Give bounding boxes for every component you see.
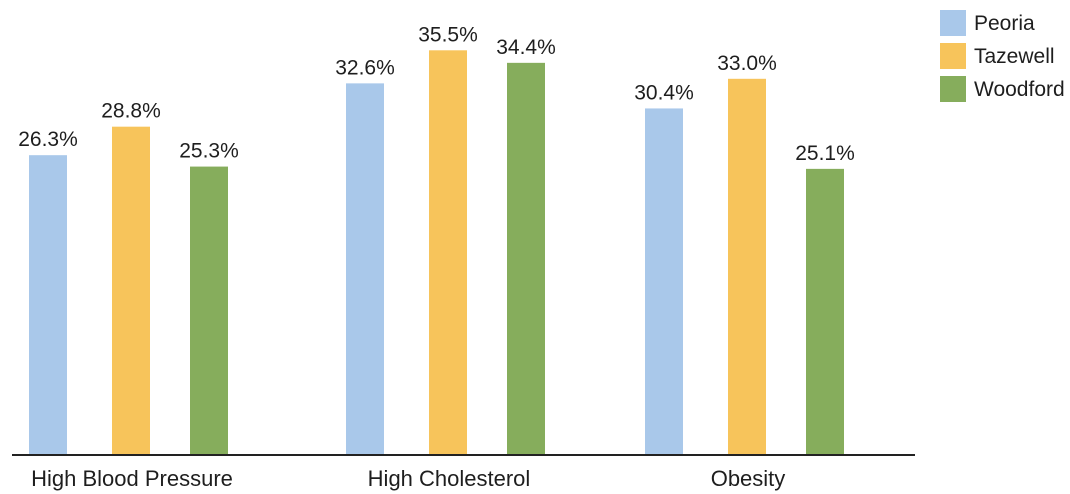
legend-label-peoria: Peoria [974,12,1035,35]
bar-woodford-high-blood-pressure [190,166,228,455]
legend-swatch-peoria [940,10,966,36]
bars-group [29,50,844,456]
legend-label-tazewell: Tazewell [974,45,1055,68]
category-label-obesity: Obesity [711,466,786,491]
data-label-tazewell-obesity: 33.0% [717,52,777,75]
legend: Peoria Tazewell Woodford [940,10,1065,102]
legend-swatch-tazewell [940,43,966,69]
category-label-high-cholesterol: High Cholesterol [368,466,531,491]
data-label-peoria-high-cholesterol: 32.6% [335,56,395,79]
bar-peoria-high-blood-pressure [29,155,67,455]
legend-swatch-woodford [940,76,966,102]
data-label-peoria-high-blood-pressure: 26.3% [18,128,78,151]
bar-tazewell-high-cholesterol [429,50,467,456]
data-label-tazewell-high-blood-pressure: 28.8% [101,100,161,123]
data-label-woodford-high-cholesterol: 34.4% [496,36,556,59]
bar-labels-group: 26.3% 32.6% 30.4% 28.8% 35.5% 33.0% 25.3% 34.4%… [18,23,855,165]
bar-woodford-high-cholesterol [507,62,545,456]
category-labels-group: High Blood Pressure High Cholesterol Obesi… [31,466,785,491]
legend-label-woodford: Woodford [974,78,1065,101]
data-label-woodford-high-blood-pressure: 25.3% [179,140,239,163]
data-label-woodford-obesity: 25.1% [795,142,855,165]
bar-tazewell-high-blood-pressure [112,126,150,456]
data-label-tazewell-high-cholesterol: 35.5% [418,23,478,46]
bar-peoria-obesity [645,108,683,455]
bar-peoria-high-cholesterol [346,83,384,456]
bar-tazewell-obesity [728,78,766,456]
category-label-high-blood-pressure: High Blood Pressure [31,466,233,491]
bar-woodford-obesity [806,168,844,456]
data-label-peoria-obesity: 30.4% [634,81,694,104]
